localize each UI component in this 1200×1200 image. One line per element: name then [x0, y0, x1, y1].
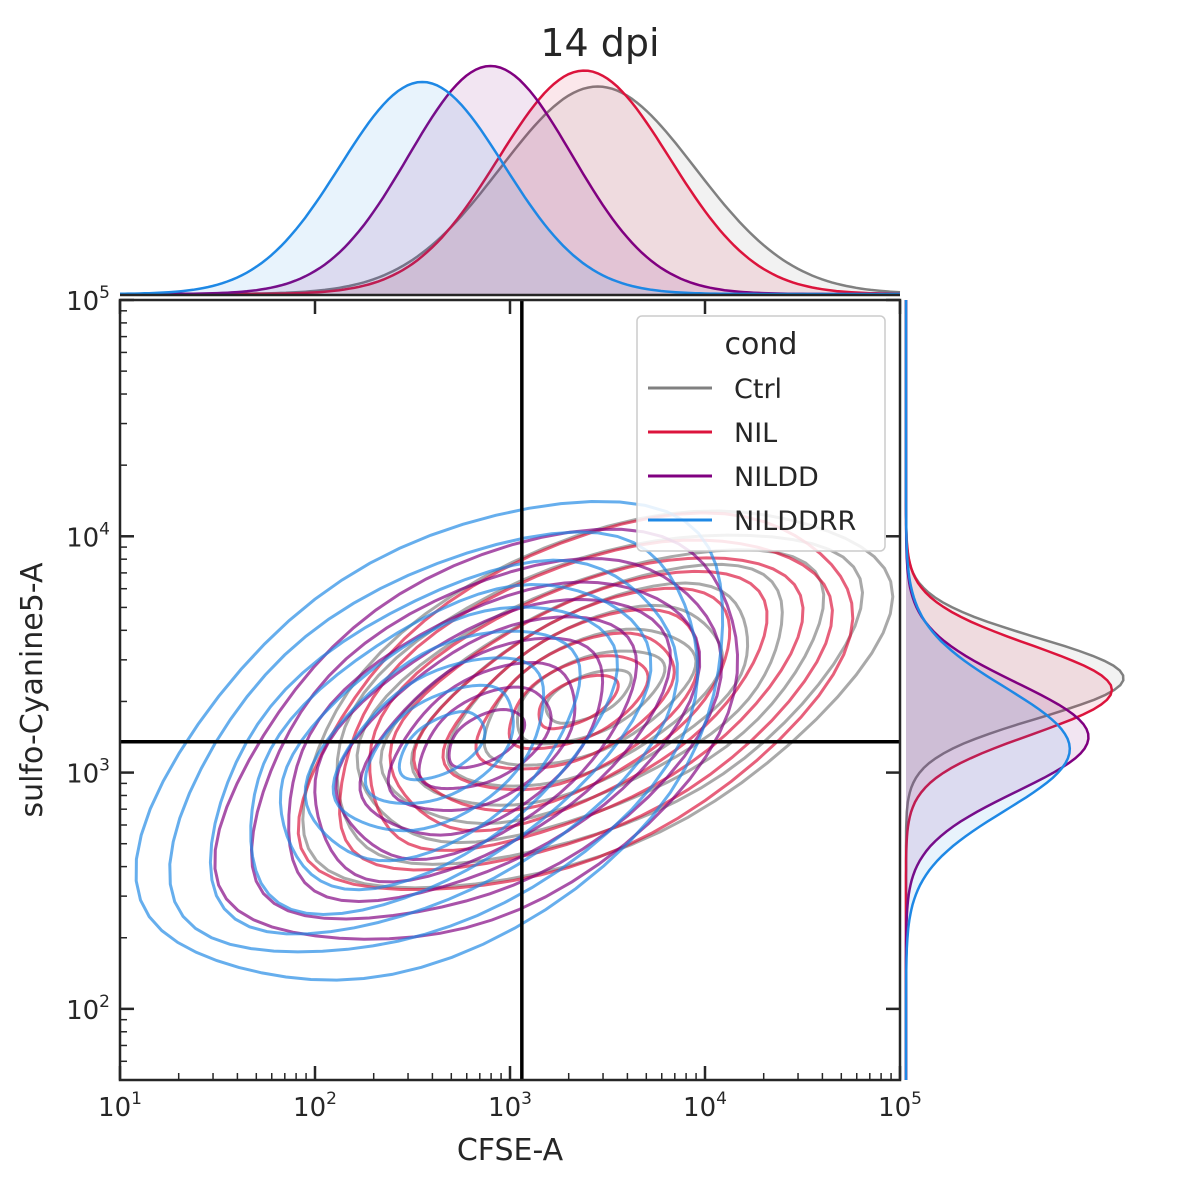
contour-line: [134, 499, 725, 982]
contour-line: [303, 629, 582, 863]
y-tick-label: 103: [66, 756, 110, 790]
x-tick-label: 104: [683, 1089, 727, 1123]
legend-box: [636, 315, 886, 552]
contour-line: [441, 607, 700, 792]
legend-items: Ctrl NIL NILDD NILDDRR: [648, 374, 856, 537]
x-axis-label: CFSE-A: [457, 1133, 564, 1168]
density-fill: [906, 300, 1124, 1080]
density-fill: [120, 66, 900, 294]
density-fill: [120, 82, 900, 294]
contour-line: [249, 582, 653, 917]
contour-line: [278, 605, 619, 892]
legend-item-nilddrr: NILDDRR: [648, 506, 856, 537]
legend-label: Ctrl: [734, 374, 782, 405]
x-tick-label: 103: [488, 1089, 532, 1123]
legend-item-ctrl: Ctrl: [648, 374, 782, 405]
density-fill: [120, 70, 900, 294]
right-marginal-density: [904, 300, 1125, 1080]
y-axis: 102 103 104 105: [66, 283, 900, 1081]
legend-label: NILDDRR: [734, 506, 856, 537]
legend-label: NIL: [734, 418, 777, 449]
y-axis-label: sulfo-Cyanine5-A: [15, 562, 50, 817]
y-tick-label: 105: [66, 283, 110, 317]
contour-line: [355, 548, 826, 845]
top-marginal-density: [119, 64, 901, 297]
contour-series-nilddrr: [134, 499, 725, 982]
contour-line: [474, 631, 676, 771]
x-tick-label: 101: [98, 1089, 142, 1123]
contour-line: [516, 649, 667, 746]
contour-line: [445, 603, 725, 788]
contour-line: [331, 656, 546, 833]
contour-line: [388, 569, 769, 833]
x-tick-label: 102: [293, 1089, 337, 1123]
y-tick-label: 104: [66, 519, 110, 553]
contour-line: [363, 683, 515, 806]
density-fill: [906, 300, 1070, 1080]
contour-line: [409, 581, 750, 807]
legend-label: NILDD: [734, 462, 819, 493]
contour-line: [208, 558, 679, 936]
gate-lines: [120, 300, 900, 1080]
legend-item-nildd: NILDD: [648, 462, 819, 493]
legend-title: cond: [725, 327, 798, 362]
legend: cond Ctrl NIL NILDD NILDDRR: [636, 315, 886, 552]
chart-title: 14 dpi: [540, 21, 659, 65]
contour-series-nil: [296, 511, 855, 891]
density-line: [904, 300, 1072, 1080]
contour-line: [386, 660, 577, 813]
contour-line: [417, 685, 553, 791]
density-fill: [906, 300, 1089, 1080]
contour-line: [168, 530, 700, 954]
legend-item-nil: NIL: [648, 418, 777, 449]
x-axis: 101 102 103 104 105: [98, 300, 922, 1123]
right-density-nilddrr: [904, 300, 1072, 1080]
density-fill: [120, 86, 900, 294]
contour-line: [447, 707, 527, 770]
y-tick-label: 102: [66, 992, 110, 1026]
contour-line: [334, 615, 639, 862]
contour-line: [397, 710, 487, 782]
x-tick-label: 105: [878, 1089, 922, 1123]
